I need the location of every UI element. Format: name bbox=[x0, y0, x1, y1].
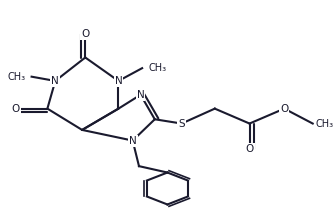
Text: O: O bbox=[280, 104, 289, 114]
Text: N: N bbox=[137, 90, 144, 100]
Text: N: N bbox=[129, 136, 137, 145]
Text: CH₃: CH₃ bbox=[148, 63, 167, 73]
Text: N: N bbox=[51, 76, 59, 86]
Text: O: O bbox=[12, 104, 20, 114]
Text: O: O bbox=[81, 29, 90, 39]
Text: N: N bbox=[115, 76, 122, 86]
Text: S: S bbox=[178, 119, 185, 128]
Text: CH₃: CH₃ bbox=[7, 72, 25, 82]
Text: O: O bbox=[245, 144, 254, 154]
Text: CH₃: CH₃ bbox=[316, 119, 334, 128]
